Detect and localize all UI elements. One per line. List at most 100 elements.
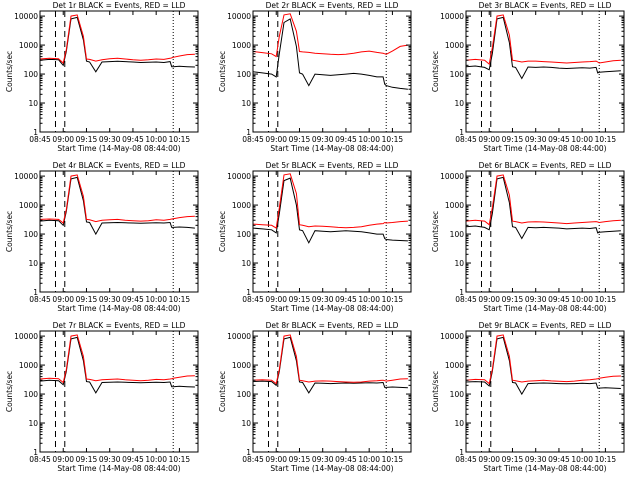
x-tick-label: 09:15 bbox=[289, 295, 311, 304]
y-tick-label: 1000 bbox=[232, 201, 251, 210]
y-tick-label: 1000 bbox=[445, 361, 464, 370]
y-tick-label: 100 bbox=[24, 230, 39, 239]
x-axis-label: Start Time (14-May-08 08:44:00) bbox=[57, 464, 180, 473]
y-axis-label: Counts/sec bbox=[431, 371, 440, 412]
events-series-line bbox=[465, 16, 621, 80]
y-tick-label: 1000 bbox=[232, 361, 251, 370]
y-tick-label: 10 bbox=[454, 259, 464, 268]
plot-frame bbox=[465, 170, 625, 293]
x-tick-label: 10:00 bbox=[571, 135, 593, 144]
events-series-line bbox=[39, 336, 195, 394]
x-tick-label: 09:15 bbox=[502, 455, 524, 464]
y-tick-label: 10 bbox=[241, 99, 251, 108]
x-tick-label: 09:45 bbox=[335, 135, 357, 144]
x-tick-label: 09:15 bbox=[289, 135, 311, 144]
y-tick-label: 10 bbox=[241, 259, 251, 268]
x-tick-label: 10:00 bbox=[145, 295, 167, 304]
plot-title: Det 3r BLACK = Events, RED = LLD bbox=[479, 1, 612, 10]
x-tick-label: 09:45 bbox=[122, 455, 144, 464]
x-tick-label: 09:45 bbox=[335, 455, 357, 464]
y-tick-label: 10000 bbox=[14, 172, 38, 181]
y-tick-label: 10000 bbox=[227, 12, 251, 21]
x-tick-label: 09:45 bbox=[548, 135, 570, 144]
x-axis-label: Start Time (14-May-08 08:44:00) bbox=[483, 464, 606, 473]
x-tick-label: 10:00 bbox=[571, 295, 593, 304]
events-series-line bbox=[39, 176, 195, 236]
x-axis-label: Start Time (14-May-08 08:44:00) bbox=[57, 304, 180, 313]
y-tick-label: 100 bbox=[450, 70, 465, 79]
y-tick-label: 1 bbox=[459, 448, 464, 457]
plot-frame bbox=[252, 170, 412, 293]
x-axis-label: Start Time (14-May-08 08:44:00) bbox=[483, 144, 606, 153]
x-tick-label: 09:30 bbox=[312, 455, 334, 464]
events-series-line bbox=[252, 18, 408, 90]
x-axis-label: Start Time (14-May-08 08:44:00) bbox=[270, 144, 393, 153]
plot-frame bbox=[39, 330, 199, 453]
y-axis-label: Counts/sec bbox=[218, 211, 227, 252]
x-tick-label: 09:15 bbox=[502, 135, 524, 144]
x-tick-label: 08:45 bbox=[455, 295, 477, 304]
x-axis-label: Start Time (14-May-08 08:44:00) bbox=[57, 144, 180, 153]
lld-series-line bbox=[39, 14, 195, 64]
y-tick-label: 10000 bbox=[14, 332, 38, 341]
y-tick-label: 1 bbox=[33, 448, 38, 457]
x-tick-label: 10:00 bbox=[571, 455, 593, 464]
y-tick-label: 10000 bbox=[440, 172, 464, 181]
lld-series-line bbox=[465, 174, 621, 226]
events-series-line bbox=[252, 177, 408, 244]
y-tick-label: 100 bbox=[237, 70, 252, 79]
x-tick-label: 10:15 bbox=[169, 295, 191, 304]
x-tick-label: 09:30 bbox=[525, 135, 547, 144]
y-axis-label: Counts/sec bbox=[5, 51, 14, 92]
x-tick-label: 10:00 bbox=[145, 455, 167, 464]
x-tick-label: 09:30 bbox=[99, 135, 121, 144]
y-tick-label: 10000 bbox=[440, 332, 464, 341]
y-tick-label: 100 bbox=[450, 390, 465, 399]
x-tick-label: 10:15 bbox=[382, 135, 404, 144]
y-tick-label: 10000 bbox=[227, 172, 251, 181]
events-series-line bbox=[252, 336, 408, 394]
x-tick-label: 08:45 bbox=[29, 455, 51, 464]
x-tick-label: 10:15 bbox=[595, 295, 617, 304]
x-tick-label: 09:15 bbox=[76, 455, 98, 464]
x-tick-label: 10:15 bbox=[169, 455, 191, 464]
x-tick-label: 09:30 bbox=[99, 295, 121, 304]
y-tick-label: 10 bbox=[28, 259, 38, 268]
y-tick-label: 1 bbox=[33, 288, 38, 297]
y-tick-label: 10000 bbox=[14, 12, 38, 21]
y-tick-label: 10000 bbox=[227, 332, 251, 341]
y-tick-label: 1 bbox=[246, 128, 251, 137]
x-tick-label: 09:00 bbox=[478, 295, 500, 304]
y-axis-label: Counts/sec bbox=[5, 211, 14, 252]
x-tick-label: 09:45 bbox=[548, 455, 570, 464]
y-tick-label: 100 bbox=[24, 390, 39, 399]
y-tick-label: 100 bbox=[450, 230, 465, 239]
y-tick-label: 10000 bbox=[440, 12, 464, 21]
x-tick-label: 10:00 bbox=[358, 295, 380, 304]
y-tick-label: 10 bbox=[28, 99, 38, 108]
y-tick-label: 100 bbox=[24, 70, 39, 79]
plot-title: Det 9r BLACK = Events, RED = LLD bbox=[479, 321, 612, 330]
plot-title: Det 7r BLACK = Events, RED = LLD bbox=[53, 321, 186, 330]
y-tick-label: 1 bbox=[459, 288, 464, 297]
lld-series-line bbox=[252, 173, 408, 229]
x-tick-label: 09:30 bbox=[525, 295, 547, 304]
x-tick-label: 09:45 bbox=[122, 135, 144, 144]
x-tick-label: 10:00 bbox=[358, 455, 380, 464]
x-tick-label: 08:45 bbox=[242, 135, 264, 144]
detector-plot: Det 7r BLACK = Events, RED = LLD 08:45 09:… bbox=[5, 321, 199, 473]
events-series-line bbox=[465, 176, 621, 240]
plot-title: Det 6r BLACK = Events, RED = LLD bbox=[479, 161, 612, 170]
plot-frame bbox=[252, 330, 412, 453]
x-tick-label: 10:00 bbox=[145, 135, 167, 144]
plot-frame bbox=[39, 10, 199, 133]
lld-series-line bbox=[252, 334, 408, 385]
x-tick-label: 09:15 bbox=[289, 455, 311, 464]
y-axis-label: Counts/sec bbox=[431, 51, 440, 92]
x-tick-label: 10:15 bbox=[595, 135, 617, 144]
y-axis-label: Counts/sec bbox=[431, 211, 440, 252]
plot-frame bbox=[465, 330, 625, 453]
